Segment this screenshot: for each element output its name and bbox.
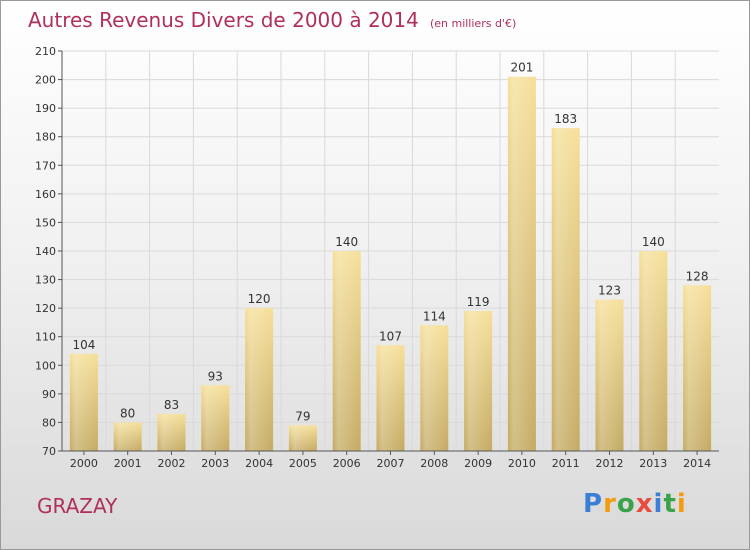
- y-tick-label: 80: [42, 416, 56, 429]
- x-tick-label: 2003: [201, 457, 229, 470]
- data-label: 201: [510, 61, 533, 75]
- y-tick-label: 100: [35, 359, 56, 372]
- data-label: 140: [335, 235, 358, 249]
- data-label: 114: [423, 309, 446, 323]
- bar-highlight: [639, 251, 668, 451]
- x-tick-label: 2012: [596, 457, 624, 470]
- x-tick-label: 2007: [377, 457, 405, 470]
- x-tick-label: 2013: [639, 457, 667, 470]
- chart-title: Autres Revenus Divers de 2000 à 2014 (en…: [28, 8, 516, 32]
- logo-letter: P: [583, 489, 604, 519]
- data-labels: 104 80 83 93 120 79 140 107 114 119 201 183 123 140 12…: [72, 61, 708, 424]
- y-tick-label: 70: [42, 445, 56, 458]
- bar-highlight: [551, 128, 580, 451]
- y-tick-label: 130: [35, 274, 56, 287]
- city-name: GRAZAY: [37, 494, 118, 518]
- chart-title-main: Autres Revenus Divers de 2000 à 2014: [28, 8, 419, 32]
- x-tick-label: 2006: [333, 457, 361, 470]
- x-tick-label: 2001: [114, 457, 142, 470]
- data-label: 128: [686, 269, 709, 283]
- logo-letter: t: [663, 489, 677, 519]
- y-tick-label: 180: [35, 131, 56, 144]
- y-tick-label: 90: [42, 388, 56, 401]
- x-tick-label: 2008: [420, 457, 448, 470]
- x-tick-label: 2002: [158, 457, 186, 470]
- y-tick-label: 190: [35, 102, 56, 115]
- y-tick-label: 150: [35, 216, 56, 229]
- proxiti-logo: Proxiti: [583, 489, 687, 519]
- bar-highlight: [507, 76, 536, 451]
- data-label: 104: [72, 338, 95, 352]
- axes: 7080901001101201301401501601701801902002…: [35, 45, 719, 470]
- x-tick-label: 2000: [70, 457, 98, 470]
- logo-letter: r: [603, 489, 617, 519]
- y-tick-label: 140: [35, 245, 56, 258]
- bar-highlight: [420, 325, 449, 451]
- logo-letter: o: [616, 489, 636, 519]
- bar-highlight: [245, 308, 274, 451]
- data-label: 93: [208, 369, 223, 383]
- y-tick-label: 200: [35, 74, 56, 87]
- y-tick-label: 120: [35, 302, 56, 315]
- data-label: 120: [248, 292, 271, 306]
- bar-highlight: [113, 422, 142, 451]
- logo-letter: x: [635, 489, 654, 519]
- logo-letter: i: [676, 489, 687, 519]
- bar-highlight: [683, 285, 712, 451]
- data-label: 80: [120, 406, 135, 420]
- bar-highlight: [288, 425, 317, 451]
- bar-highlight: [332, 251, 361, 451]
- data-label: 79: [295, 409, 310, 423]
- bar-highlight: [464, 311, 493, 451]
- logo-letter: i: [653, 489, 664, 519]
- data-label: 123: [598, 284, 621, 298]
- bar-highlight: [595, 299, 624, 451]
- y-tick-label: 210: [35, 45, 56, 58]
- x-tick-label: 2005: [289, 457, 317, 470]
- data-label: 119: [467, 295, 490, 309]
- y-tick-label: 170: [35, 159, 56, 172]
- bar-highlight: [376, 345, 405, 451]
- bars: [69, 76, 712, 451]
- bar-highlight: [69, 353, 98, 451]
- x-tick-label: 2004: [245, 457, 273, 470]
- x-tick-label: 2011: [552, 457, 580, 470]
- bar-highlight: [157, 413, 186, 451]
- data-label: 183: [554, 112, 577, 126]
- data-label: 83: [164, 398, 179, 412]
- x-tick-label: 2010: [508, 457, 536, 470]
- y-tick-label: 110: [35, 331, 56, 344]
- y-tick-label: 160: [35, 188, 56, 201]
- chart-subtitle: (en milliers d'€): [429, 17, 517, 30]
- data-label: 140: [642, 235, 665, 249]
- x-tick-label: 2014: [683, 457, 711, 470]
- bar-highlight: [201, 385, 230, 451]
- data-label: 107: [379, 329, 402, 343]
- x-tick-label: 2009: [464, 457, 492, 470]
